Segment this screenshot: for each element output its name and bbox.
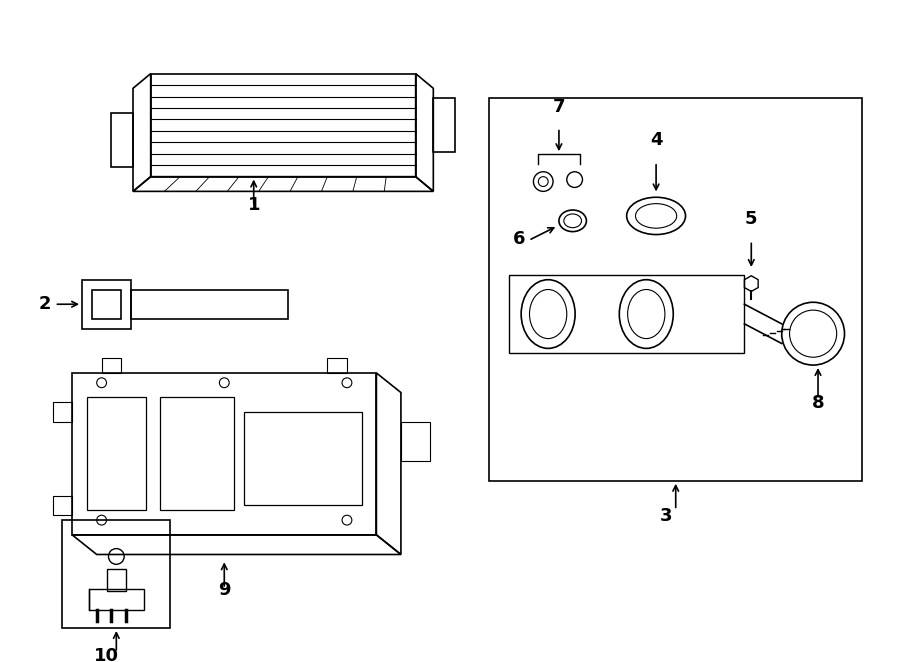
- Text: 4: 4: [650, 131, 662, 149]
- Text: 3: 3: [660, 507, 672, 525]
- Text: 10: 10: [94, 647, 119, 662]
- Bar: [244, 412, 362, 505]
- Bar: [328, 358, 347, 373]
- Text: 7: 7: [553, 98, 565, 116]
- Text: 8: 8: [812, 394, 824, 412]
- Bar: [52, 402, 72, 422]
- Bar: [89, 589, 144, 610]
- Text: 1: 1: [248, 196, 260, 214]
- Bar: [62, 520, 170, 628]
- Bar: [106, 569, 126, 591]
- Bar: [400, 422, 430, 461]
- Bar: [87, 397, 146, 510]
- Text: 6: 6: [512, 230, 525, 248]
- Text: 9: 9: [218, 581, 230, 598]
- Bar: [160, 397, 234, 510]
- Bar: [92, 289, 122, 319]
- Bar: [52, 496, 72, 515]
- Text: 2: 2: [39, 295, 51, 313]
- Text: 5: 5: [745, 210, 758, 228]
- Bar: [102, 358, 122, 373]
- Bar: [490, 98, 862, 481]
- Bar: [82, 280, 131, 329]
